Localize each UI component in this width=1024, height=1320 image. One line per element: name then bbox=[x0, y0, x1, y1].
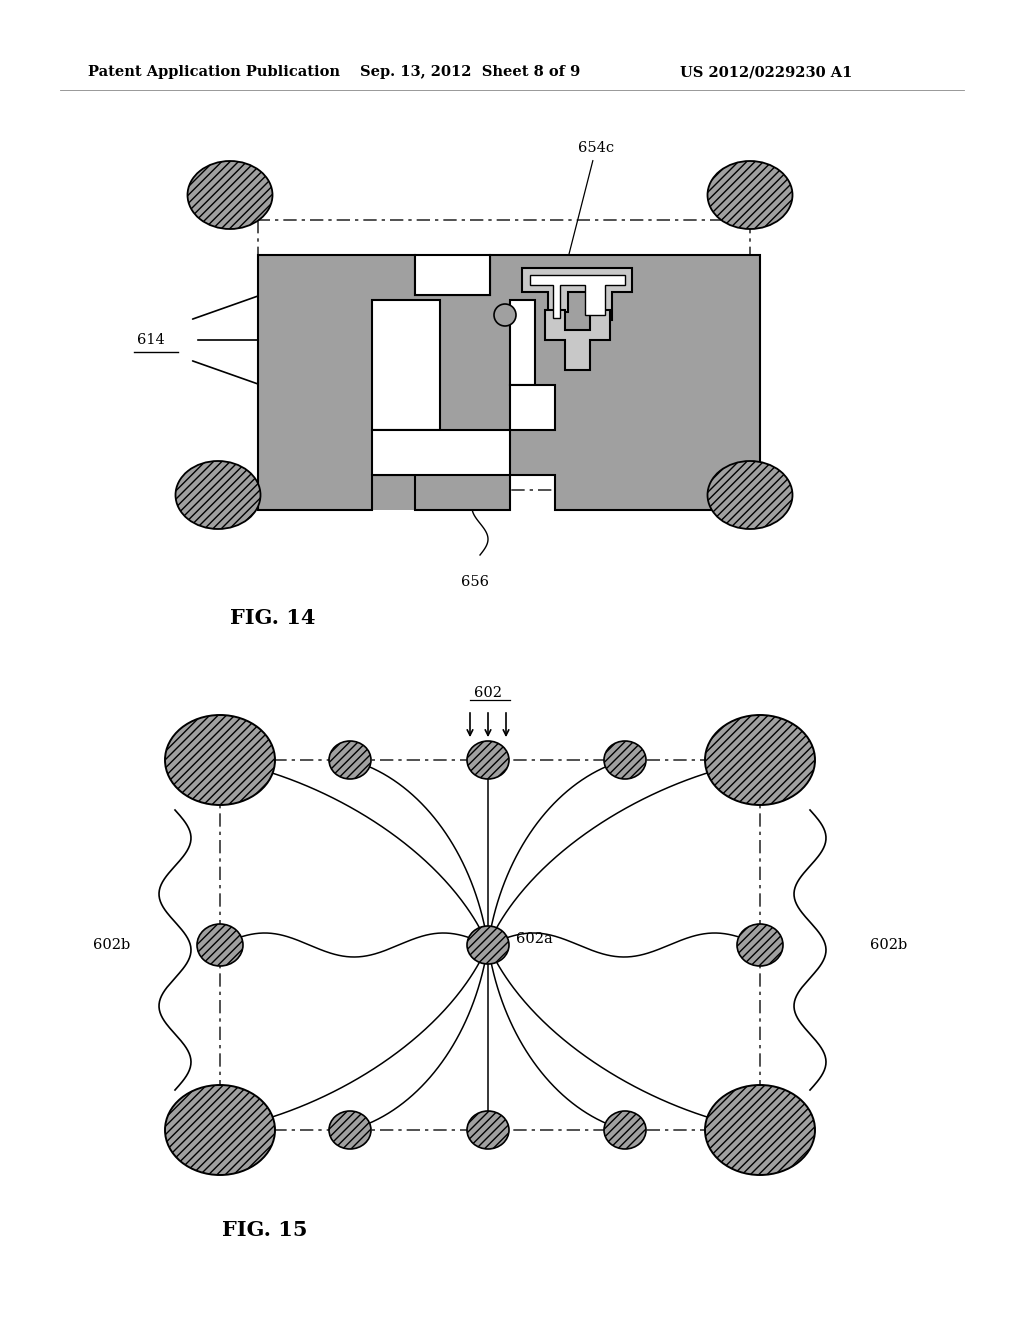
Ellipse shape bbox=[708, 461, 793, 529]
Polygon shape bbox=[535, 300, 642, 345]
Ellipse shape bbox=[187, 161, 272, 228]
Text: 602b: 602b bbox=[93, 939, 130, 952]
Ellipse shape bbox=[197, 924, 243, 966]
Ellipse shape bbox=[494, 304, 516, 326]
Polygon shape bbox=[330, 255, 415, 294]
Ellipse shape bbox=[165, 715, 275, 805]
Polygon shape bbox=[510, 430, 642, 475]
Polygon shape bbox=[372, 430, 510, 475]
Ellipse shape bbox=[467, 741, 509, 779]
Ellipse shape bbox=[467, 1111, 509, 1148]
Polygon shape bbox=[415, 255, 490, 294]
Polygon shape bbox=[440, 319, 510, 430]
Polygon shape bbox=[510, 385, 555, 430]
Polygon shape bbox=[640, 255, 760, 510]
Text: 602b: 602b bbox=[870, 939, 907, 952]
Polygon shape bbox=[372, 300, 440, 430]
Ellipse shape bbox=[467, 927, 509, 964]
Ellipse shape bbox=[604, 1111, 646, 1148]
Polygon shape bbox=[545, 310, 610, 370]
Polygon shape bbox=[510, 255, 642, 300]
Text: 602a: 602a bbox=[516, 932, 553, 946]
Polygon shape bbox=[258, 255, 372, 510]
Polygon shape bbox=[258, 255, 760, 510]
Ellipse shape bbox=[165, 1085, 275, 1175]
Polygon shape bbox=[372, 255, 490, 300]
Text: FIG. 14: FIG. 14 bbox=[230, 609, 315, 628]
Ellipse shape bbox=[175, 461, 260, 529]
Polygon shape bbox=[530, 275, 625, 318]
Ellipse shape bbox=[737, 924, 783, 966]
Polygon shape bbox=[555, 385, 642, 430]
Ellipse shape bbox=[705, 715, 815, 805]
Text: 656: 656 bbox=[461, 576, 489, 589]
Polygon shape bbox=[510, 300, 535, 385]
Text: Patent Application Publication: Patent Application Publication bbox=[88, 65, 340, 79]
Ellipse shape bbox=[329, 1111, 371, 1148]
Ellipse shape bbox=[329, 741, 371, 779]
Ellipse shape bbox=[604, 741, 646, 779]
Text: 602: 602 bbox=[474, 686, 502, 700]
Ellipse shape bbox=[705, 1085, 815, 1175]
Text: Sep. 13, 2012  Sheet 8 of 9: Sep. 13, 2012 Sheet 8 of 9 bbox=[360, 65, 581, 79]
Text: 654c: 654c bbox=[568, 141, 614, 255]
Text: 614: 614 bbox=[137, 333, 165, 347]
Ellipse shape bbox=[708, 161, 793, 228]
Text: FIG. 15: FIG. 15 bbox=[222, 1220, 307, 1239]
Polygon shape bbox=[440, 255, 510, 319]
Polygon shape bbox=[372, 430, 510, 475]
Text: US 2012/0229230 A1: US 2012/0229230 A1 bbox=[680, 65, 852, 79]
Polygon shape bbox=[522, 268, 632, 319]
Polygon shape bbox=[330, 475, 415, 510]
